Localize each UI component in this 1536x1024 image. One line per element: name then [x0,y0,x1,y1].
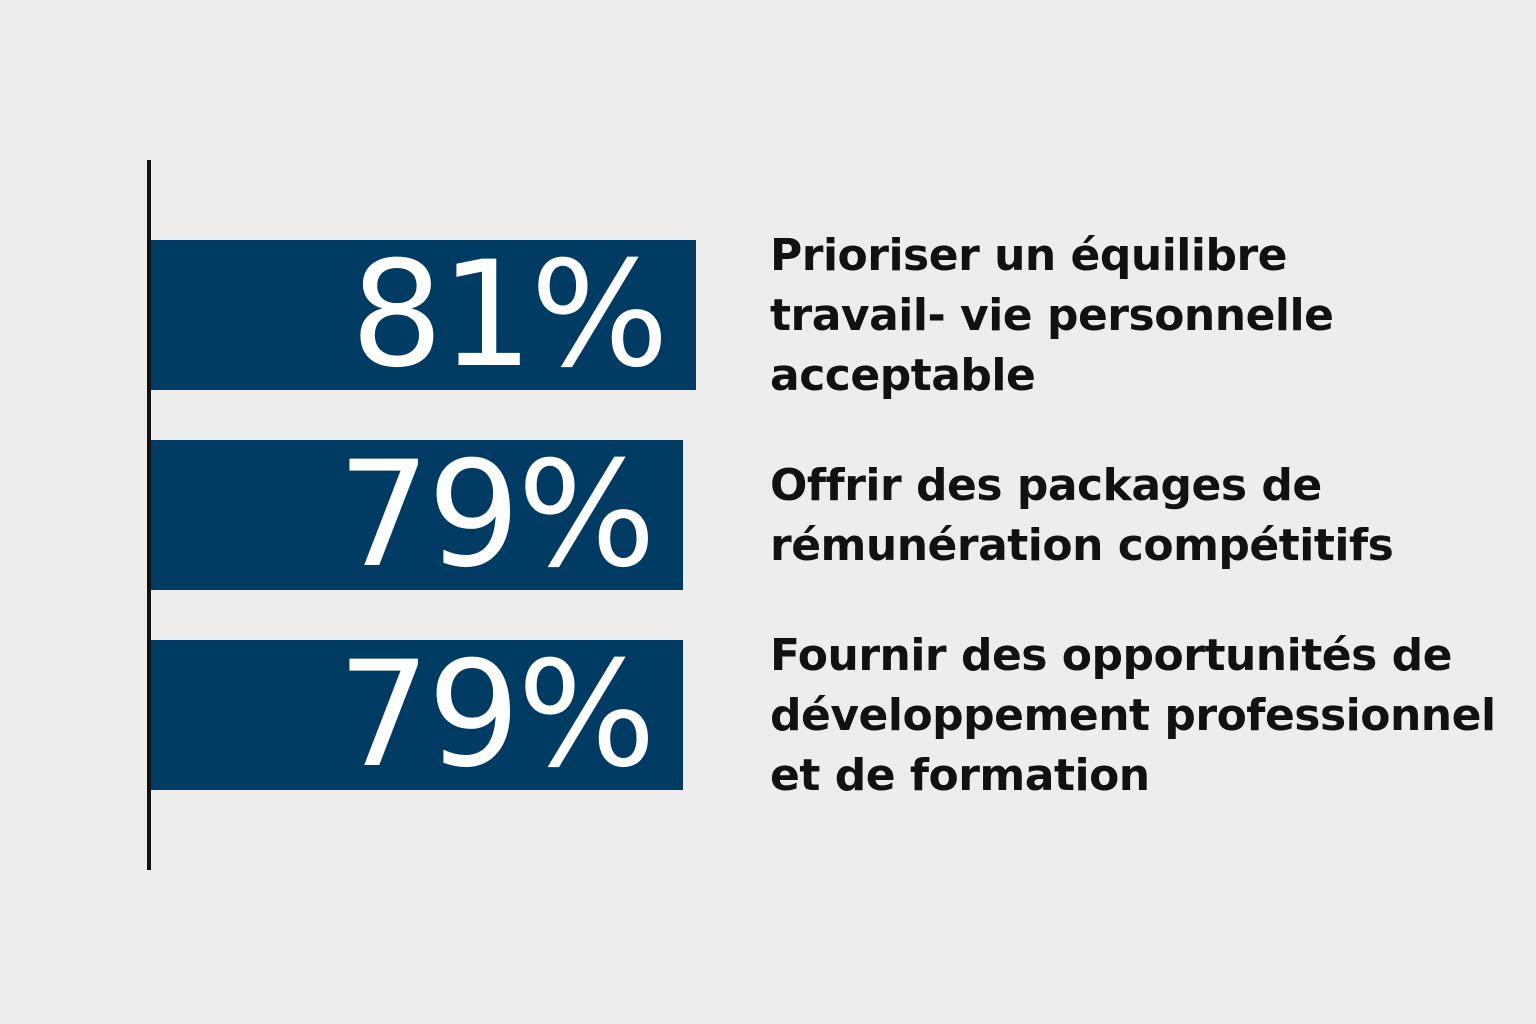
bar: 81% [151,240,696,390]
bar-value-label: 81% [350,230,669,400]
category-label-line: et de formation [770,750,1150,801]
category-label-line: rémunération compétitifs [770,520,1394,571]
category-label-line: Offrir des packages de [770,460,1322,511]
category-label-line: développement professionnel [770,690,1496,741]
bar-value-label: 79% [337,430,656,600]
category-label-line: travail- vie personnelle [770,290,1334,341]
category-label: Fournir des opportunités de développement… [770,626,1496,806]
category-label: Prioriser un équilibre travail- vie perso… [770,226,1490,406]
bar: 79% [151,640,683,790]
category-label-line: Fournir des opportunités de [770,630,1452,681]
bar: 79% [151,440,683,590]
category-label-line: acceptable [770,350,1036,401]
category-label: Offrir des packages de rémunération compé… [770,456,1490,576]
category-label-line: Prioriser un équilibre [770,230,1288,281]
bar-value-label: 79% [337,630,656,800]
y-axis-line [147,160,151,870]
